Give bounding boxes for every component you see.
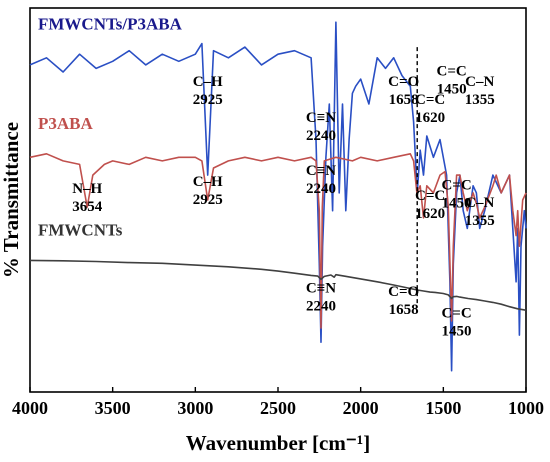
peak-annotation-7-line-1: N–H <box>72 181 102 197</box>
peak-annotation-2-line-2: 2240 <box>306 128 336 144</box>
peak-annotation-14-line-2: 1658 <box>389 302 419 318</box>
peak-annotation-15-line-1: C=C <box>441 305 471 321</box>
peak-annotation-6-line-2: 1355 <box>465 92 495 108</box>
peak-annotation-10-line-1: C=C <box>415 188 445 204</box>
peak-annotation-3-line-1: C=O <box>388 74 419 90</box>
peak-annotation-8-line-1: C–H <box>193 174 223 190</box>
peak-annotation-5-line-1: C=C <box>436 64 466 80</box>
peak-annotation-13-line-2: 2240 <box>306 298 336 314</box>
peak-annotation-3-line-2: 1658 <box>389 92 419 108</box>
peak-annotation-1-line-1: C–H <box>193 74 223 90</box>
series-line-3 <box>29 259 527 311</box>
peak-annotation-5-line-2: 1450 <box>437 82 467 98</box>
axis-group: 4000 3500 3000 2500 2000 1500 1000 Wavenumber [… <box>0 122 544 455</box>
peak-annotation-12-line-1: C–N <box>465 195 494 211</box>
peak-annotation-14-line-1: C=O <box>388 284 419 300</box>
peak-annotation-11-line-1: C=C <box>441 177 471 193</box>
peak-annotation-9-line-1: C≡N <box>306 163 336 179</box>
series-label-1: FMWCNTs/P3ABA <box>38 14 183 33</box>
series-label-3: FMWCNTs <box>38 221 123 240</box>
series-label-2: P3ABA <box>38 114 94 133</box>
label-group: FMWCNTs/P3ABA P3ABA FMWCNTs <box>38 14 183 239</box>
x-tick-label-6: 1500 <box>425 398 461 418</box>
series-group <box>29 21 527 372</box>
y-axis-title: % Transmittance <box>0 122 23 278</box>
peak-annotation-1-line-2: 2925 <box>193 92 223 108</box>
peak-annotation-12-line-2: 1355 <box>465 213 495 229</box>
peak-annotation-10-line-2: 1620 <box>415 206 445 222</box>
peak-annotation-6-line-1: C–N <box>465 74 494 90</box>
x-tick-label-2: 3500 <box>95 398 131 418</box>
x-axis-title: Wavenumber [cm⁻¹] <box>186 431 370 455</box>
annotation-group: C–H2925C≡N2240C=O1658C=C1620C=C1450C–N13… <box>72 64 495 340</box>
peak-annotation-2-line-1: C≡N <box>306 110 336 126</box>
peak-annotation-13-line-1: C≡N <box>306 280 336 296</box>
x-tick-label-3: 3000 <box>177 398 213 418</box>
x-tick-label-5: 2000 <box>343 398 379 418</box>
peak-annotation-4-line-1: C=C <box>415 92 445 108</box>
peak-annotation-9-line-2: 2240 <box>306 181 336 197</box>
peak-annotation-4-line-2: 1620 <box>415 110 445 126</box>
peak-annotation-15-line-2: 1450 <box>442 323 472 339</box>
x-tick-label-4: 2500 <box>260 398 296 418</box>
peak-annotation-11-line-2: 1450 <box>442 195 472 211</box>
x-tick-label-1: 4000 <box>12 398 48 418</box>
series-line-2 <box>29 153 527 329</box>
x-tick-label-7: 1000 <box>508 398 544 418</box>
peak-annotation-8-line-2: 2925 <box>193 192 223 208</box>
peak-annotation-7-line-2: 3654 <box>72 199 103 215</box>
